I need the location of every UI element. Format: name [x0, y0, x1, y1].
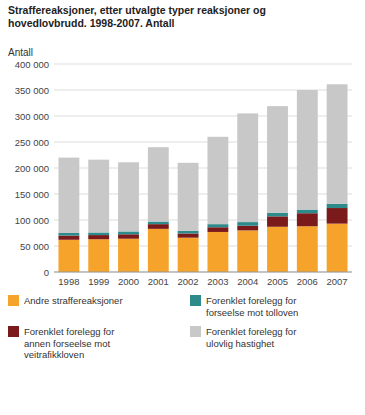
- y-axis-label: Antall: [8, 47, 33, 58]
- x-tick-label: 2001: [148, 276, 169, 287]
- bar: [88, 235, 109, 239]
- bar: [148, 229, 169, 272]
- x-tick-label: 2004: [237, 276, 258, 287]
- bar: [267, 227, 288, 272]
- legend-label: Forenklet forelegg forulovlig hastighet: [206, 326, 296, 349]
- chart-container: Straffereaksjoner, etter utvalgte typer …: [0, 0, 365, 415]
- bar: [207, 232, 228, 272]
- bar: [297, 213, 318, 226]
- x-tick-label: 2000: [118, 276, 139, 287]
- grid-line: [54, 272, 352, 273]
- bar: [178, 234, 199, 238]
- y-tick-label: 100 000: [15, 215, 49, 226]
- text-line: Forenklet forelegg for: [206, 295, 296, 306]
- text-line: ulovlig hastighet: [206, 338, 274, 349]
- bar: [297, 90, 318, 210]
- grid: [54, 64, 352, 272]
- y-tick-label: 200 000: [15, 163, 49, 174]
- legend-label: Forenklet forelegg forannen forseelse mo…: [24, 326, 114, 360]
- bar: [207, 137, 228, 224]
- text-line: forseelse mot tolloven: [206, 307, 298, 318]
- bar: [88, 160, 109, 233]
- text-line: annen forseelse mot: [24, 338, 110, 349]
- bar: [207, 224, 228, 227]
- text-line: hovedlovbrudd. 1998-2007. Antall: [8, 17, 175, 29]
- bar: [58, 158, 79, 233]
- x-tick-label: 2003: [207, 276, 228, 287]
- bar: [178, 163, 199, 231]
- x-tick-label: 2002: [178, 276, 199, 287]
- bar: [327, 224, 348, 272]
- bar: [148, 222, 169, 225]
- bar: [297, 210, 318, 214]
- legend-swatch: [190, 326, 201, 337]
- bar: [178, 231, 199, 234]
- bars: [58, 84, 347, 272]
- bar: [178, 238, 199, 272]
- x-tick-label: 1999: [88, 276, 109, 287]
- y-tick-label: 300 000: [15, 111, 49, 122]
- y-tick-label: 250 000: [15, 137, 49, 148]
- bar: [118, 234, 139, 238]
- x-tick-label: 2007: [327, 276, 348, 287]
- x-axis-line: [54, 272, 352, 273]
- bar: [88, 232, 109, 235]
- x-tick-label: 2005: [267, 276, 288, 287]
- legend: Andre straffereaksjoner Forenklet foreleg…: [8, 295, 298, 360]
- bar: [118, 231, 139, 234]
- bar: [297, 226, 318, 272]
- bar: [88, 239, 109, 272]
- bar: [237, 230, 258, 272]
- bar: [237, 222, 258, 226]
- y-tick-label: 150 000: [15, 189, 49, 200]
- y-tick-label: 50 000: [20, 241, 49, 252]
- grid-line: [54, 64, 352, 65]
- text-line: Andre straffereaksjoner: [24, 295, 123, 306]
- bar: [148, 147, 169, 221]
- text-line: Straffereaksjoner, etter utvalgte typer …: [8, 4, 266, 16]
- bar: [327, 84, 348, 204]
- bar: [267, 106, 288, 213]
- bar: [58, 236, 79, 240]
- x-tick-label: 2006: [297, 276, 318, 287]
- bar: [327, 208, 348, 224]
- bar: [237, 226, 258, 231]
- bar: [207, 227, 228, 232]
- legend-label: Andre straffereaksjoner: [24, 295, 123, 306]
- bar: [148, 224, 169, 229]
- legend-swatch: [8, 295, 19, 306]
- bar: [237, 113, 258, 222]
- bar: [58, 233, 79, 236]
- bar: [118, 239, 139, 272]
- text-line: Forenklet forelegg for: [206, 326, 296, 337]
- bar: [118, 162, 139, 231]
- bar: [58, 240, 79, 272]
- y-tick-label: 350 000: [15, 85, 49, 96]
- bar: [267, 213, 288, 217]
- y-tick-label: 400 000: [15, 59, 49, 70]
- text-line: veitrafikkloven: [24, 349, 84, 360]
- y-tick-label: 0: [44, 267, 49, 278]
- text-line: Forenklet forelegg for: [24, 326, 114, 337]
- legend-swatch: [8, 326, 19, 337]
- title: Straffereaksjoner, etter utvalgte typer …: [8, 4, 266, 29]
- legend-label: Forenklet forelegg forforseelse mot toll…: [206, 295, 298, 318]
- x-tick-label: 1998: [58, 276, 79, 287]
- bar: [267, 216, 288, 226]
- bar: [327, 204, 348, 208]
- legend-swatch: [190, 295, 201, 306]
- chart-svg: Straffereaksjoner, etter utvalgte typer …: [0, 0, 365, 415]
